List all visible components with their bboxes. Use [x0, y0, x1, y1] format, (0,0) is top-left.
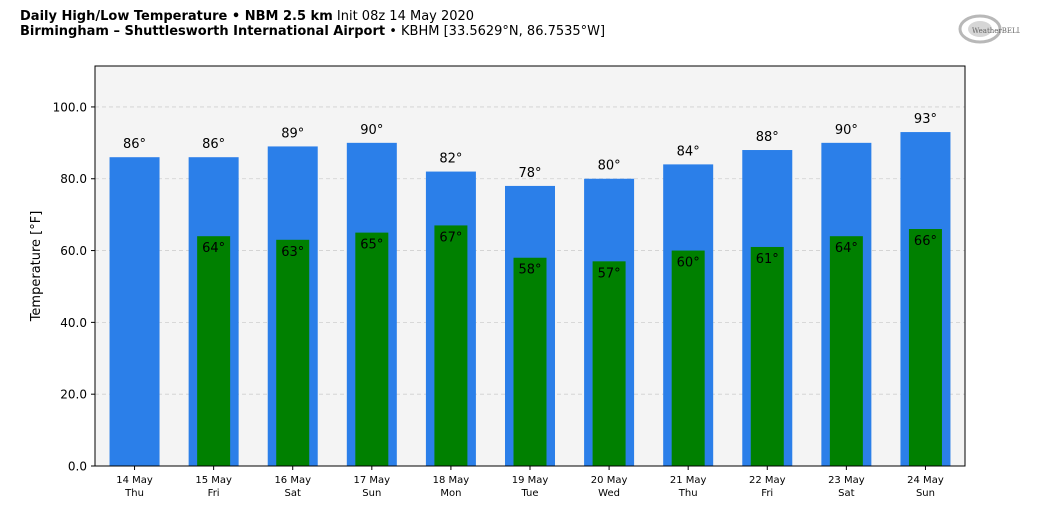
x-tick-weekday: Sat — [838, 488, 854, 499]
high-value-label: 84° — [677, 144, 700, 159]
y-tick-label: 100.0 — [53, 100, 87, 114]
high-value-label: 86° — [123, 137, 146, 152]
y-tick-label: 80.0 — [60, 172, 87, 186]
x-tick-date: 16 May — [274, 475, 311, 486]
y-axis-label: Temperature [°F] — [29, 211, 44, 323]
high-value-label: 89° — [281, 126, 304, 141]
low-value-label: 60° — [677, 256, 700, 271]
low-value-label: 64° — [202, 241, 225, 256]
title-init: Init 08z 14 May 2020 — [336, 9, 475, 24]
x-axis: 14 May Thu 15 May Fri 16 May Sat 17 May Sun 18 M… — [116, 466, 944, 499]
x-tick-date: 21 May — [670, 475, 707, 486]
low-bar — [197, 236, 231, 466]
x-tick-weekday: Fri — [761, 488, 773, 499]
low-bar — [750, 246, 784, 466]
x-tick-weekday: Thu — [678, 488, 698, 499]
station-info: • KBHM [33.5629°N, 86.7535°W] — [389, 24, 606, 39]
high-value-label: 82° — [439, 152, 462, 167]
x-tick-weekday: Sun — [916, 488, 935, 499]
y-tick-label: 20.0 — [60, 388, 87, 402]
high-value-label: 90° — [360, 123, 383, 138]
high-value-label: 86° — [202, 137, 225, 152]
high-value-label: 88° — [756, 130, 779, 145]
low-bar — [276, 239, 310, 466]
high-value-label: 90° — [835, 123, 858, 138]
bars — [109, 132, 951, 466]
chart-title: Daily High/Low Temperature • NBM 2.5 km … — [20, 9, 474, 24]
low-bar — [513, 257, 547, 466]
x-tick-weekday: Sun — [362, 488, 381, 499]
low-value-label: 67° — [439, 230, 462, 245]
y-tick-label: 0.0 — [68, 460, 87, 474]
high-value-label: 80° — [598, 159, 621, 174]
low-value-label: 57° — [598, 266, 621, 281]
x-tick-date: 18 May — [433, 475, 470, 486]
high-value-label: 78° — [518, 166, 541, 181]
station-title: Birmingham – Shuttlesworth International… — [20, 24, 605, 39]
x-tick-weekday: Mon — [440, 488, 461, 499]
x-tick-date: 23 May — [828, 475, 865, 486]
y-tick-label: 60.0 — [60, 244, 87, 258]
low-value-label: 58° — [518, 263, 541, 278]
low-bar — [592, 261, 626, 466]
low-value-label: 63° — [281, 245, 304, 260]
high-bar — [109, 157, 160, 466]
x-tick-date: 19 May — [512, 475, 549, 486]
x-tick-weekday: Fri — [208, 488, 220, 499]
x-tick-date: 15 May — [195, 475, 232, 486]
x-tick-date: 24 May — [907, 475, 944, 486]
x-tick-weekday: Wed — [598, 488, 620, 499]
y-axis: 0.0 20.0 40.0 60.0 80.0 100.0 — [53, 100, 95, 474]
low-value-label: 65° — [360, 238, 383, 253]
low-bar — [355, 232, 389, 466]
logo-text: WeatherBELL — [972, 27, 1020, 35]
low-value-label: 66° — [914, 234, 937, 249]
low-value-label: 64° — [835, 241, 858, 256]
x-tick-date: 14 May — [116, 475, 153, 486]
high-value-label: 93° — [914, 112, 937, 127]
low-value-label: 61° — [756, 252, 779, 267]
station-name: Birmingham – Shuttlesworth International… — [20, 24, 386, 39]
data-labels: 86° 86° 64° 89° 63° 90° 65° 82° 67° 78° 58° 80° 57° 8… — [123, 112, 937, 281]
title-main: Daily High/Low Temperature • NBM 2.5 km — [20, 9, 333, 24]
low-bar — [829, 236, 863, 466]
x-tick-date: 20 May — [591, 475, 628, 486]
x-tick-weekday: Sat — [285, 488, 301, 499]
x-tick-date: 17 May — [354, 475, 391, 486]
x-tick-date: 22 May — [749, 475, 786, 486]
y-tick-label: 40.0 — [60, 316, 87, 330]
low-bar — [671, 250, 705, 466]
x-tick-weekday: Thu — [124, 488, 144, 499]
weatherbell-logo-icon: WeatherBELL — [958, 14, 1020, 44]
x-tick-weekday: Tue — [520, 488, 538, 499]
low-bar — [908, 229, 942, 466]
low-bar — [434, 225, 468, 466]
